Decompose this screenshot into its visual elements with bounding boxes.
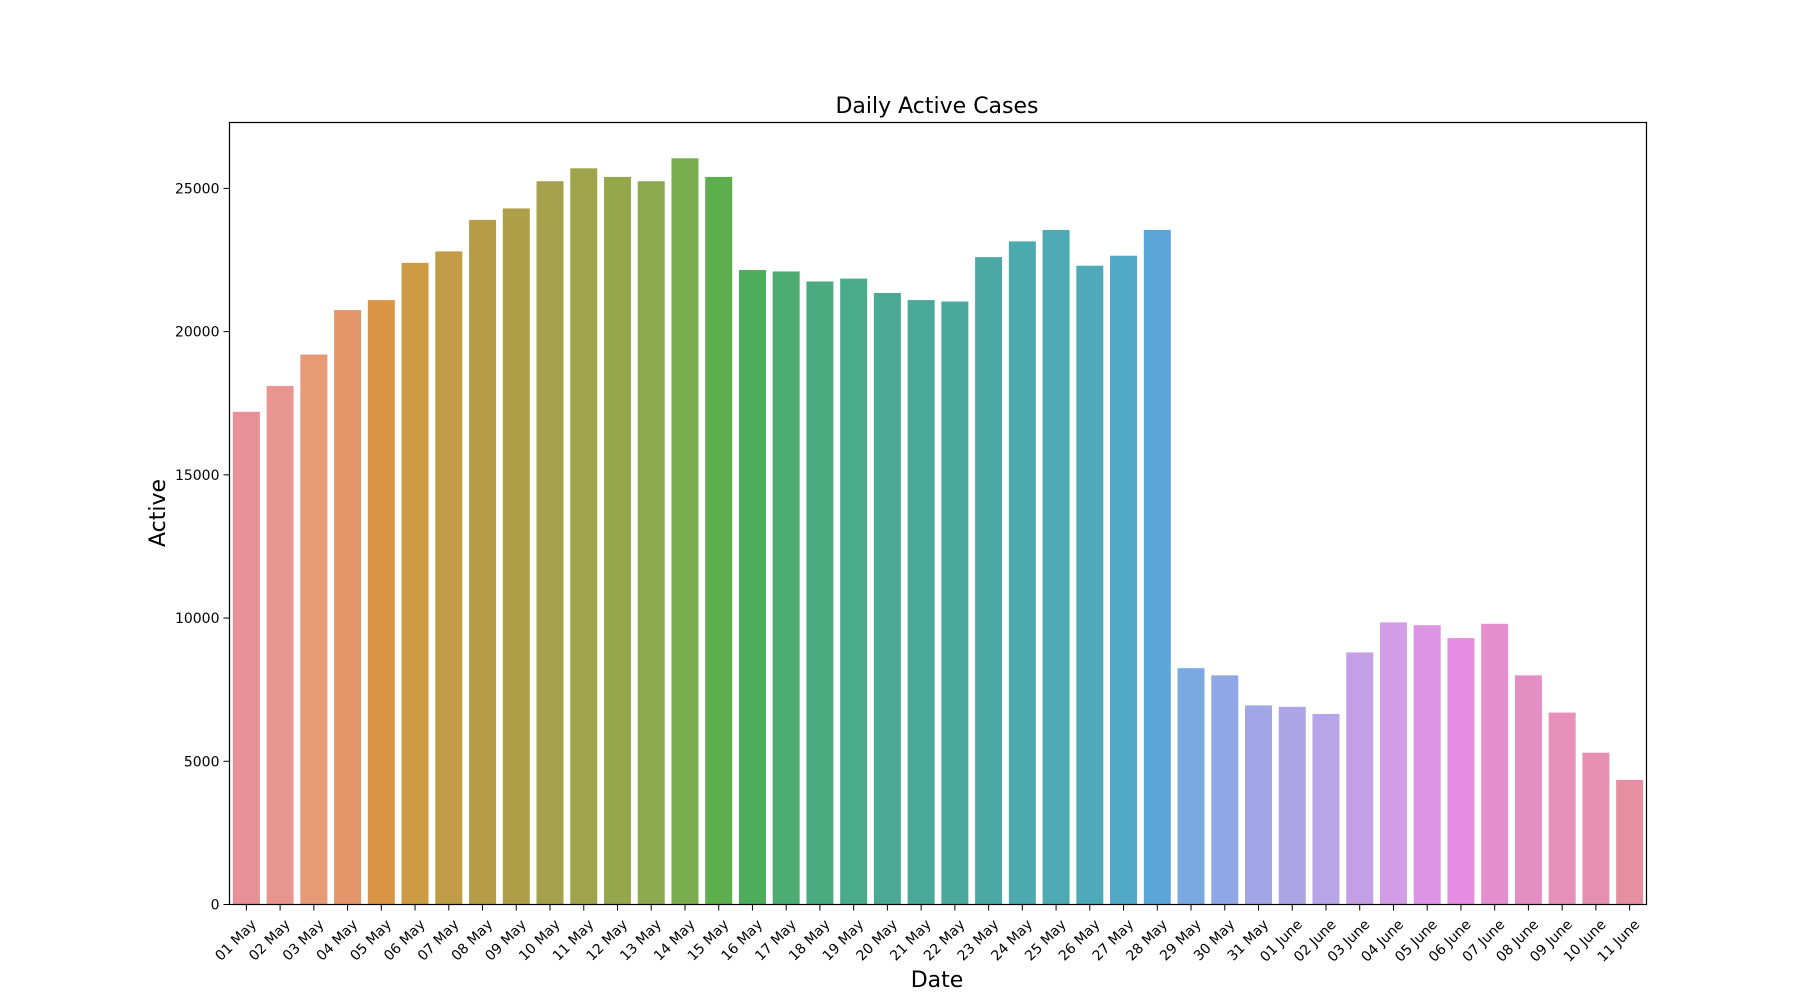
bar-12-may: [603, 176, 631, 905]
bar-07-june: [1481, 623, 1509, 905]
bar-27-may: [1110, 255, 1138, 905]
bar-30-may: [1211, 675, 1239, 905]
bar-16-may: [738, 270, 766, 905]
bar-13-may: [637, 181, 665, 905]
bar-08-may: [469, 219, 497, 905]
y-axis: 0 5000 10000 15000 20000 25000: [175, 181, 230, 914]
bar-24-may: [1008, 241, 1036, 905]
bar-07-may: [435, 251, 463, 905]
bar-22-may: [941, 301, 969, 905]
y-axis-label: Active: [146, 479, 171, 547]
bar-03-june: [1346, 652, 1374, 905]
bar-06-june: [1447, 638, 1475, 905]
bar-08-june: [1514, 675, 1542, 905]
bar-05-may: [367, 300, 395, 905]
bar-31-may: [1245, 705, 1273, 905]
bar-17-may: [772, 271, 800, 905]
bar-15-may: [705, 176, 733, 905]
bar-20-may: [873, 292, 901, 905]
bar-28-may: [1143, 229, 1171, 905]
bar-19-may: [840, 278, 868, 905]
plot-frame: [228, 121, 1648, 906]
y-tick-label: 15000: [175, 468, 220, 484]
bar-01-june: [1278, 706, 1306, 905]
bar-14-may: [671, 158, 699, 905]
bar-09-june: [1548, 712, 1576, 905]
bar-10-june: [1582, 752, 1610, 905]
y-tick-label: 0: [211, 898, 220, 914]
bar-21-may: [907, 300, 935, 905]
bar-25-may: [1042, 229, 1070, 905]
bar-10-may: [536, 181, 564, 905]
bars-group: [232, 158, 1644, 905]
chart-title: Daily Active Cases: [835, 94, 1038, 119]
bar-18-may: [806, 281, 834, 905]
bar-02-may: [266, 386, 294, 905]
bar-09-may: [502, 208, 530, 905]
bar-11-june: [1616, 779, 1644, 905]
bar-29-may: [1177, 668, 1205, 905]
bar-03-may: [300, 354, 328, 905]
bar-26-may: [1076, 265, 1104, 905]
bar-11-may: [570, 168, 598, 905]
x-axis-label: Date: [911, 968, 964, 993]
bar-02-june: [1312, 714, 1340, 905]
bar-04-june: [1379, 622, 1407, 905]
bar-05-june: [1413, 625, 1441, 905]
y-tick-label: 10000: [175, 611, 220, 627]
bar-06-may: [401, 262, 429, 905]
y-tick-label: 5000: [184, 754, 220, 770]
bar-04-may: [334, 310, 362, 905]
bar-23-may: [975, 257, 1003, 905]
bar-01-may: [232, 411, 260, 905]
y-tick-label: 20000: [175, 325, 220, 341]
y-tick-label: 25000: [175, 181, 220, 197]
